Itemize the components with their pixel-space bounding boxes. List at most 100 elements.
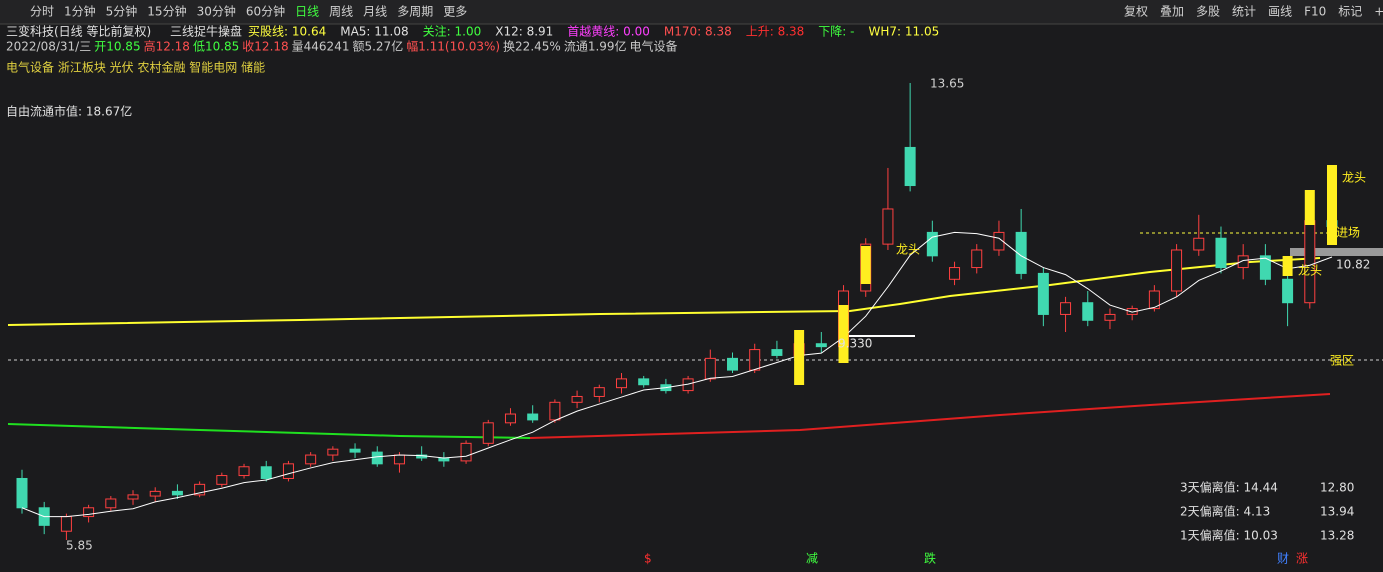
candle-body xyxy=(1015,231,1027,274)
candle-body xyxy=(1082,302,1094,321)
tool-button[interactable]: 多股 xyxy=(1196,5,1220,19)
tool-button[interactable]: 标记 xyxy=(1338,5,1362,19)
period-tab[interactable]: 日线 xyxy=(295,5,319,19)
quote-field: 额5.27亿 xyxy=(352,39,403,54)
tool-button[interactable]: 叠加 xyxy=(1160,5,1184,19)
quote-field: 高12.18 xyxy=(144,39,190,54)
indicator-param: 买股线: 10.64 xyxy=(248,25,326,39)
float-cap: 自由流通市值: 18.67亿 xyxy=(6,104,132,119)
deviation-label: 1天偏离值: 10.03 xyxy=(1180,528,1278,543)
quote-field: 低10.85 xyxy=(193,40,239,54)
signal: 跌 xyxy=(924,551,936,566)
indicator-param: MA5: 11.08 xyxy=(340,25,408,39)
quote-field: 开10.85 xyxy=(94,40,140,54)
deviation-label: 2天偏离值: 4.13 xyxy=(1180,504,1270,519)
candle-body xyxy=(504,413,516,424)
deviation-value: 13.94 xyxy=(1320,505,1354,519)
period-tab[interactable]: 60分钟 xyxy=(246,4,285,19)
candle-body xyxy=(16,477,28,509)
leader-bar xyxy=(1327,165,1337,245)
candle-body xyxy=(1060,302,1072,315)
period-tab[interactable]: 多周期 xyxy=(397,5,433,19)
candle-body xyxy=(993,231,1005,251)
high-label: 13.65 xyxy=(930,77,964,91)
candle-body xyxy=(105,498,117,509)
candle-body xyxy=(371,451,383,465)
stock-name: 三变科技(日线 等比前复权) xyxy=(6,24,151,39)
deviation-value: 13.28 xyxy=(1320,529,1354,543)
period-tab[interactable]: 30分钟 xyxy=(197,4,236,19)
candle-body xyxy=(60,516,72,532)
candle-body xyxy=(949,267,961,280)
candle-body xyxy=(238,466,250,477)
candle-body xyxy=(904,146,916,187)
indicator-param: 上升: 8.38 xyxy=(746,25,805,39)
leader-bar xyxy=(1304,190,1315,225)
candle-body xyxy=(615,378,627,389)
period-tab[interactable]: 1分钟 xyxy=(64,4,96,19)
period-tab[interactable]: 分时 xyxy=(30,5,54,19)
indicator-param: M170: 8.38 xyxy=(664,25,732,39)
quote-field: 幅1.11(10.03%) xyxy=(406,39,500,54)
quote-field: 2022/08/31/三 xyxy=(6,40,91,54)
signal: 财 xyxy=(1277,552,1289,566)
quote-field: 电气设备 xyxy=(630,39,678,54)
tool-button[interactable]: +自 xyxy=(1374,5,1383,19)
entry-label: 进场 xyxy=(1336,226,1360,240)
ma5-line xyxy=(21,231,1333,518)
quote-field: 量446241 xyxy=(292,40,350,54)
toolbar xyxy=(0,0,1383,24)
yellow-line xyxy=(7,257,1321,326)
candle-body xyxy=(1259,255,1271,280)
green-line xyxy=(7,423,531,439)
candle-body xyxy=(549,401,561,421)
candle-body xyxy=(1171,249,1183,292)
candle-body xyxy=(216,475,228,485)
quote-field: 流通1.99亿 xyxy=(564,39,627,54)
period-tab[interactable]: 15分钟 xyxy=(147,4,186,19)
period-tab[interactable]: 5分钟 xyxy=(106,4,138,19)
candle-body xyxy=(194,483,206,496)
signal: 涨 xyxy=(1296,551,1308,566)
tool-button[interactable]: 统计 xyxy=(1232,5,1256,19)
candle-body xyxy=(1215,237,1227,269)
sectors: 电气设备 浙江板块 光伏 农村金融 智能电网 储能 xyxy=(6,60,265,75)
tool-button[interactable]: F10 xyxy=(1304,5,1326,19)
signal: 减 xyxy=(806,552,818,566)
candle-body xyxy=(327,448,339,456)
candle-body xyxy=(527,413,539,421)
tool-button[interactable]: 画线 xyxy=(1268,5,1292,19)
tool-button[interactable]: 复权 xyxy=(1124,5,1148,19)
candle-body xyxy=(1148,290,1160,310)
candle-body xyxy=(882,208,894,245)
candle-body xyxy=(638,378,650,386)
candle-body xyxy=(1304,220,1316,304)
candle-body xyxy=(305,454,317,465)
leader-label: 龙头 xyxy=(1342,171,1366,185)
leader-label: 龙头 xyxy=(1298,264,1322,278)
candle-body xyxy=(1104,313,1116,321)
candle-body xyxy=(171,490,183,496)
period-tab[interactable]: 更多 xyxy=(443,5,467,19)
period-tab[interactable]: 月线 xyxy=(363,5,387,19)
candle-body xyxy=(749,349,761,371)
candle-body xyxy=(393,454,405,465)
leader-bar xyxy=(794,330,805,385)
period-tab[interactable]: 周线 xyxy=(329,5,353,19)
candle-body xyxy=(1282,278,1294,304)
candle-body xyxy=(815,343,827,348)
leader-label: 龙头 xyxy=(896,243,920,257)
deviation-value: 12.80 xyxy=(1320,481,1354,495)
leader-bar xyxy=(860,246,871,284)
support-label: 9.330 xyxy=(838,337,872,351)
indicator-param: WH7: 11.05 xyxy=(869,25,940,39)
leader-bar xyxy=(1282,256,1293,276)
candle-body xyxy=(260,466,272,479)
candle-body xyxy=(926,231,938,257)
low-label: 5.85 xyxy=(66,539,93,553)
candle-body xyxy=(149,490,161,497)
candle-body xyxy=(460,442,472,462)
deviation-label: 3天偏离值: 14.44 xyxy=(1180,480,1278,495)
